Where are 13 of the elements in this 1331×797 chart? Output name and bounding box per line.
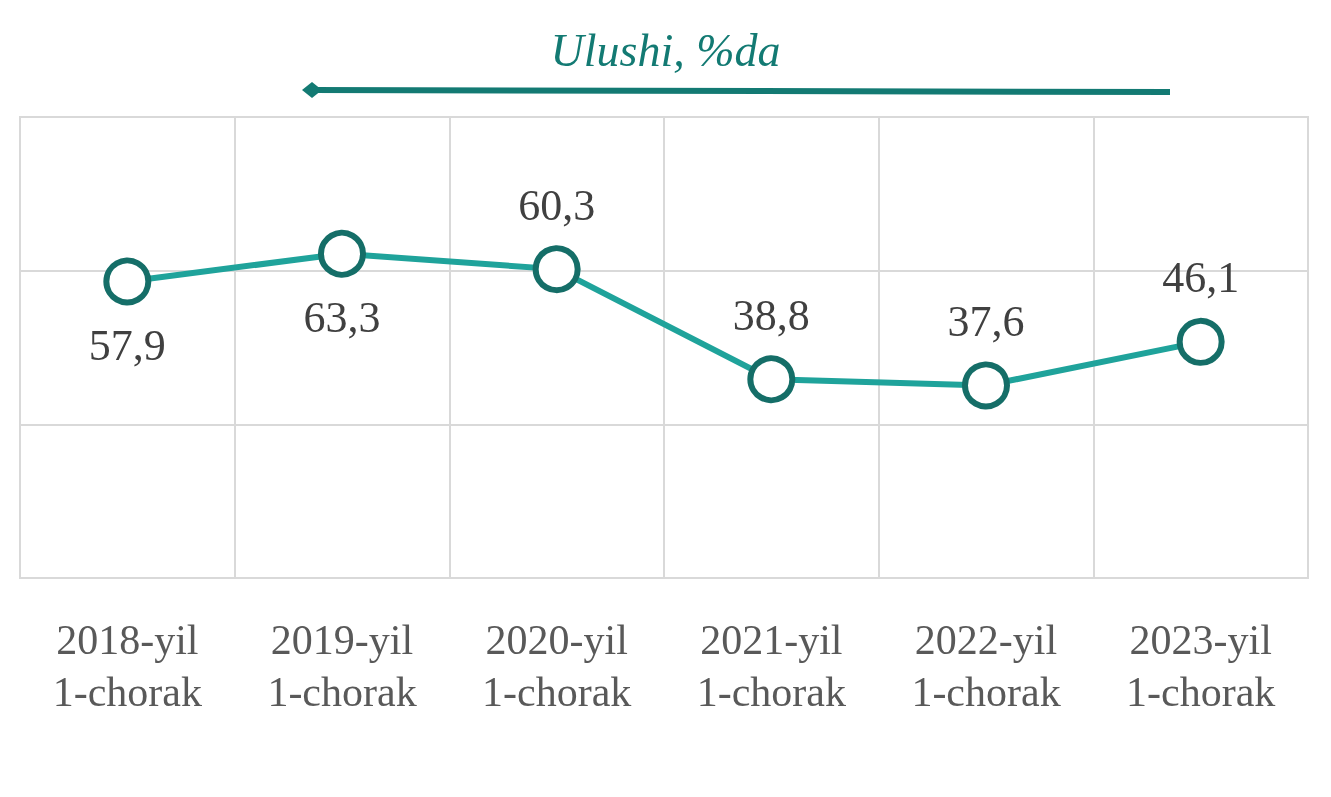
data-label: 63,3 [303, 293, 381, 343]
x-tick-label: 2023-yil 1-chorak [1126, 617, 1276, 715]
data-label: 60,3 [518, 180, 596, 230]
x-tick-label: 2019-yil 1-chorak [267, 617, 417, 715]
data-label: 57,9 [88, 320, 166, 370]
x-tick-label: 2018-yil 1-chorak [52, 617, 202, 715]
x-tick-label: 2021-yil 1-chorak [696, 617, 846, 715]
chart-title: Ulushi, %da [550, 24, 781, 76]
data-label: 38,8 [732, 290, 810, 340]
x-tick-label: 2020-yil 1-chorak [482, 617, 632, 715]
x-tick-label: 2022-yil 1-chorak [911, 617, 1061, 715]
data-label: 37,6 [947, 296, 1025, 346]
data-label: 46,1 [1162, 253, 1240, 303]
